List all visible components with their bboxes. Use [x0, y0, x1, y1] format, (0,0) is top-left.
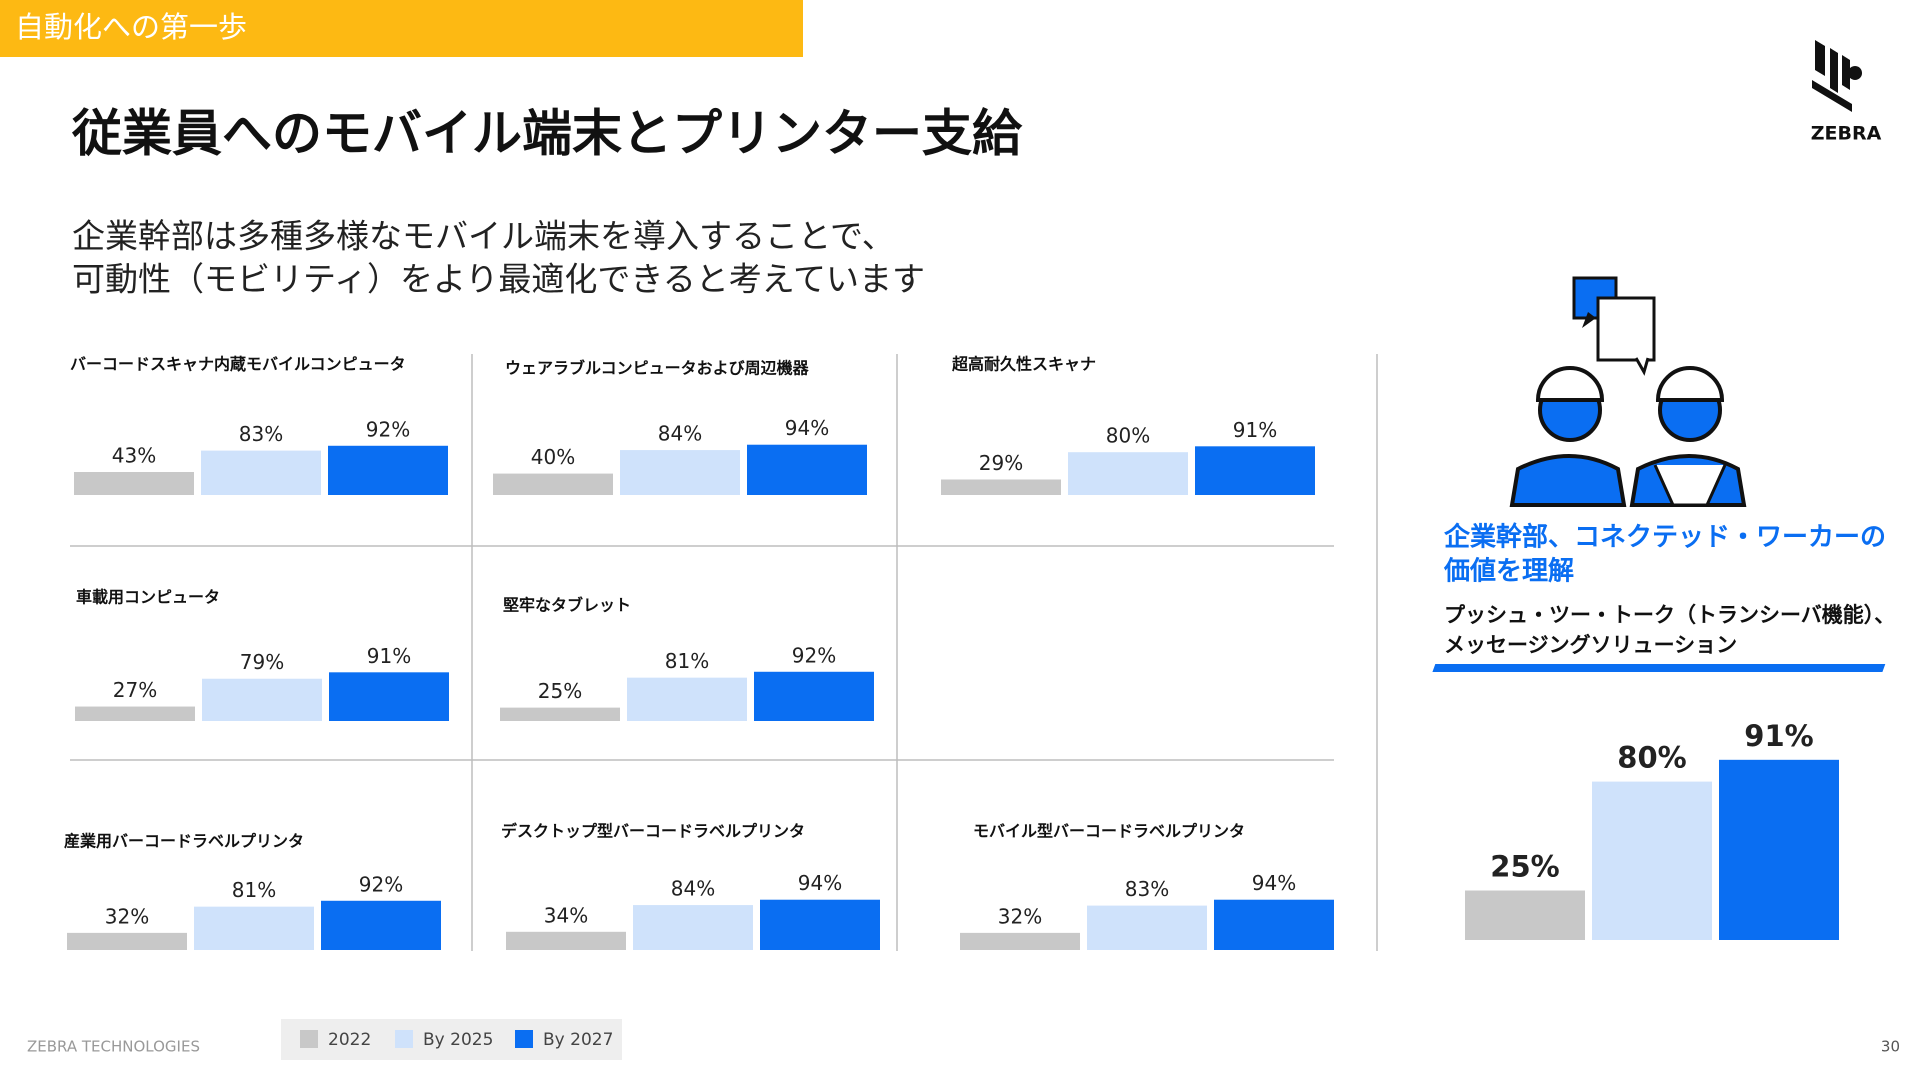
value-label: 32%: [998, 904, 1042, 928]
legend-label: 2022: [328, 1030, 371, 1050]
legend-label: By 2027: [543, 1030, 613, 1050]
logo-text: ZEBRA: [1811, 123, 1882, 145]
value-label: 84%: [671, 877, 715, 901]
bar: [1592, 781, 1712, 940]
bar: [1214, 899, 1334, 950]
bar: [960, 932, 1080, 950]
bar: [506, 931, 626, 950]
bar: [747, 444, 867, 495]
value-label: 91%: [367, 644, 411, 668]
bar: [321, 900, 441, 950]
accent-stripe: [1432, 664, 1886, 672]
chart-title: 企業幹部、コネクテッド・ワーカーの: [1444, 522, 1886, 553]
page-number: 30: [1881, 1038, 1900, 1056]
bar: [1068, 452, 1188, 495]
subtitle-line: 企業幹部は多種多様なモバイル端末を導入することで、: [72, 217, 895, 256]
bar: [493, 473, 613, 495]
value-label: 80%: [1106, 424, 1150, 448]
chart-title: バーコードスキャナ内蔵モバイルコンピュータ: [70, 355, 406, 374]
value-label: 81%: [232, 878, 276, 902]
subtitle-line: 可動性（モビリティ）をより最適化できると考えています: [72, 260, 925, 299]
value-label: 32%: [105, 904, 149, 928]
value-label: 25%: [538, 679, 582, 703]
bar: [329, 672, 449, 721]
bar: [194, 906, 314, 950]
chart-subtitle: メッセージングソリューション: [1444, 633, 1737, 657]
workers-icon: [1509, 276, 1747, 507]
value-label: 94%: [785, 416, 829, 440]
legend-label: By 2025: [423, 1030, 493, 1050]
bar: [633, 905, 753, 950]
bar: [74, 471, 194, 495]
grid-dividers: [70, 354, 1378, 951]
bar: [1195, 446, 1315, 495]
chart-title: モバイル型バーコードラベルプリンタ: [973, 822, 1245, 841]
bar: [627, 677, 747, 721]
bar: [202, 678, 322, 721]
value-label: 92%: [359, 872, 403, 896]
chart-title: 超高耐久性スキャナ: [951, 355, 1096, 374]
bar: [1719, 759, 1839, 940]
value-label: 79%: [240, 650, 284, 674]
value-label: 92%: [366, 417, 410, 441]
value-label: 25%: [1490, 850, 1559, 884]
bar: [75, 706, 195, 721]
chart-title: ウェアラブルコンピュータおよび周辺機器: [505, 359, 810, 378]
value-label: 94%: [798, 871, 842, 895]
legend-swatch: [300, 1030, 318, 1048]
value-label: 83%: [239, 422, 283, 446]
bar: [760, 899, 880, 950]
chart-subtitle: プッシュ・ツー・トーク（トランシーバ機能）、: [1444, 603, 1895, 627]
chart-title: デスクトップ型バーコードラベルプリンタ: [501, 822, 805, 841]
value-label: 84%: [658, 422, 702, 446]
bar: [1465, 890, 1585, 940]
chart-title: 価値を理解: [1443, 557, 1574, 587]
tag-bar: [0, 0, 803, 57]
bar: [500, 707, 620, 721]
value-label: 27%: [113, 678, 157, 702]
bar: [67, 932, 187, 950]
bar: [201, 450, 321, 495]
footer-company: ZEBRA TECHNOLOGIES: [27, 1038, 200, 1056]
bar: [328, 445, 448, 495]
chart-title: 車載用コンピュータ: [76, 588, 220, 607]
value-label: 94%: [1252, 871, 1296, 895]
value-label: 43%: [112, 443, 156, 467]
bar: [1087, 905, 1207, 950]
value-label: 80%: [1617, 741, 1686, 775]
bar: [620, 450, 740, 495]
value-label: 34%: [544, 903, 588, 927]
value-label: 29%: [979, 451, 1023, 475]
legend-swatch: [395, 1030, 413, 1048]
chart-title: 産業用バーコードラベルプリンタ: [64, 832, 304, 851]
bar: [941, 479, 1061, 495]
chart-title: 堅牢なタブレット: [503, 596, 631, 615]
value-label: 92%: [792, 643, 836, 667]
bar: [754, 671, 874, 721]
tag-text: 自動化への第一歩: [15, 10, 247, 44]
slide-title: 従業員へのモバイル端末とプリンター支給: [71, 105, 1023, 163]
logo: ZEBRA: [1811, 40, 1882, 145]
value-label: 83%: [1125, 877, 1169, 901]
value-label: 91%: [1744, 719, 1813, 753]
value-label: 81%: [665, 649, 709, 673]
value-label: 91%: [1233, 418, 1277, 442]
legend-box: [281, 1019, 622, 1060]
value-label: 40%: [531, 445, 575, 469]
legend-swatch: [515, 1030, 533, 1048]
